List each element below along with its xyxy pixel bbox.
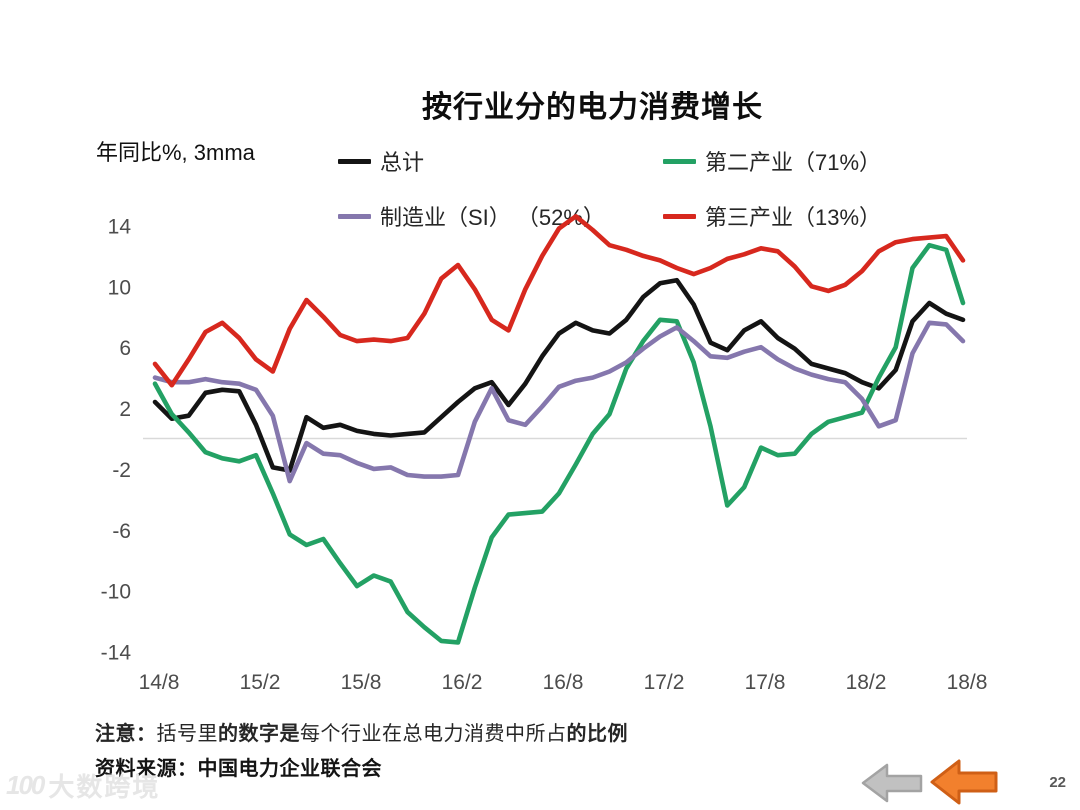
note-part: 的比例 <box>566 723 628 745</box>
note-part: 的数字是 <box>218 723 300 745</box>
x-tick-label: 15/2 <box>240 671 281 694</box>
series-line-tertiary-industry <box>152 214 966 388</box>
x-tick-label: 16/8 <box>543 671 584 694</box>
legend-swatch-secondary-industry <box>663 158 696 164</box>
page-title: 按行业分的电力消费增长 <box>422 91 763 124</box>
note-part: 括号里 <box>156 723 218 745</box>
x-tick-label: 17/2 <box>644 671 685 694</box>
watermark-logo: 100 <box>6 770 45 800</box>
back-arrow-gray-shape[interactable] <box>861 763 923 803</box>
back-arrow-orange-shape[interactable] <box>930 759 998 805</box>
legend-label-secondary-industry: 第二产业（71%） <box>705 150 882 175</box>
watermark-text: 大数跨境 <box>48 772 161 802</box>
x-tick-label: 14/8 <box>139 671 180 694</box>
series-line-total <box>152 277 966 473</box>
legend-label-total: 总计 <box>380 150 425 175</box>
legend-label-tertiary-industry: 第三产业（13%） <box>705 205 882 230</box>
y-tick-label: 2 <box>119 398 131 421</box>
x-tick-label: 18/2 <box>846 671 887 694</box>
series-line-secondary-industry <box>152 242 966 645</box>
legend-label-manufacturing: 制造业（SI） （52%） <box>380 205 605 230</box>
legend-swatch-total <box>338 158 371 164</box>
y-tick-label: 14 <box>108 215 132 238</box>
y-tick-label: -6 <box>112 520 131 543</box>
legend-item-total: 总计 <box>338 148 425 175</box>
note-part: 注意： <box>95 723 157 745</box>
footnote: 注意：括号里的数字是每个行业在总电力消费中所占的比例 <box>95 717 628 746</box>
x-tick-label: 15/8 <box>341 671 382 694</box>
source-note: 资料来源：中国电力企业联合会 <box>95 758 382 780</box>
watermark: 100 大数跨境 <box>6 767 160 804</box>
back-arrow-gray[interactable] <box>860 762 924 804</box>
x-tick-label: 18/8 <box>947 671 988 694</box>
series-line-manufacturing <box>152 320 966 484</box>
legend-swatch-tertiary-industry <box>663 213 696 219</box>
page-number: 22 <box>1049 774 1066 791</box>
y-tick-label: -14 <box>101 642 132 665</box>
x-tick-label: 16/2 <box>442 671 483 694</box>
y-axis-title: 年同比%, 3mma <box>96 140 255 165</box>
note-part: 每个行业在总电力消费中所占 <box>300 723 567 745</box>
legend-item-tertiary-industry: 第三产业（13%） <box>663 203 882 230</box>
legend-swatch-manufacturing <box>338 213 371 219</box>
y-tick-label: -2 <box>112 459 131 482</box>
x-tick-label: 17/8 <box>745 671 786 694</box>
y-tick-label: -10 <box>101 581 131 604</box>
legend-item-secondary-industry: 第二产业（71%） <box>663 148 882 175</box>
back-arrow-orange[interactable] <box>928 757 1000 807</box>
legend-item-manufacturing: 制造业（SI） （52%） <box>338 203 605 230</box>
y-tick-label: 6 <box>119 337 131 360</box>
y-tick-label: 10 <box>108 276 131 299</box>
